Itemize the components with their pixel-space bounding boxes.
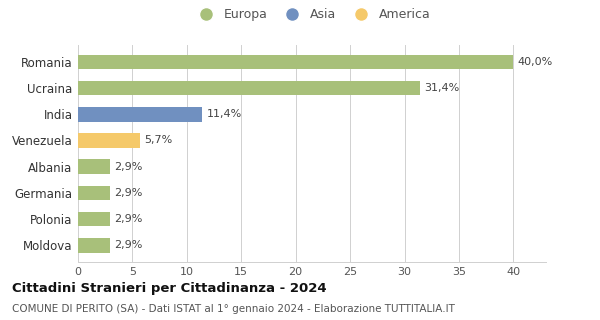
Bar <box>78 159 110 174</box>
Bar <box>78 81 420 95</box>
Text: Cittadini Stranieri per Cittadinanza - 2024: Cittadini Stranieri per Cittadinanza - 2… <box>12 282 326 295</box>
Text: 5,7%: 5,7% <box>145 135 173 146</box>
Bar <box>78 107 202 122</box>
Legend: Europa, Asia, America: Europa, Asia, America <box>188 3 436 26</box>
Text: 2,9%: 2,9% <box>114 162 142 172</box>
Text: 31,4%: 31,4% <box>424 83 460 93</box>
Text: 2,9%: 2,9% <box>114 188 142 198</box>
Text: 2,9%: 2,9% <box>114 240 142 250</box>
Bar <box>78 212 110 226</box>
Text: 40,0%: 40,0% <box>518 57 553 67</box>
Bar <box>78 55 514 69</box>
Text: 2,9%: 2,9% <box>114 214 142 224</box>
Bar <box>78 238 110 252</box>
Text: 11,4%: 11,4% <box>206 109 242 119</box>
Bar <box>78 186 110 200</box>
Text: COMUNE DI PERITO (SA) - Dati ISTAT al 1° gennaio 2024 - Elaborazione TUTTITALIA.: COMUNE DI PERITO (SA) - Dati ISTAT al 1°… <box>12 304 455 314</box>
Bar <box>78 133 140 148</box>
